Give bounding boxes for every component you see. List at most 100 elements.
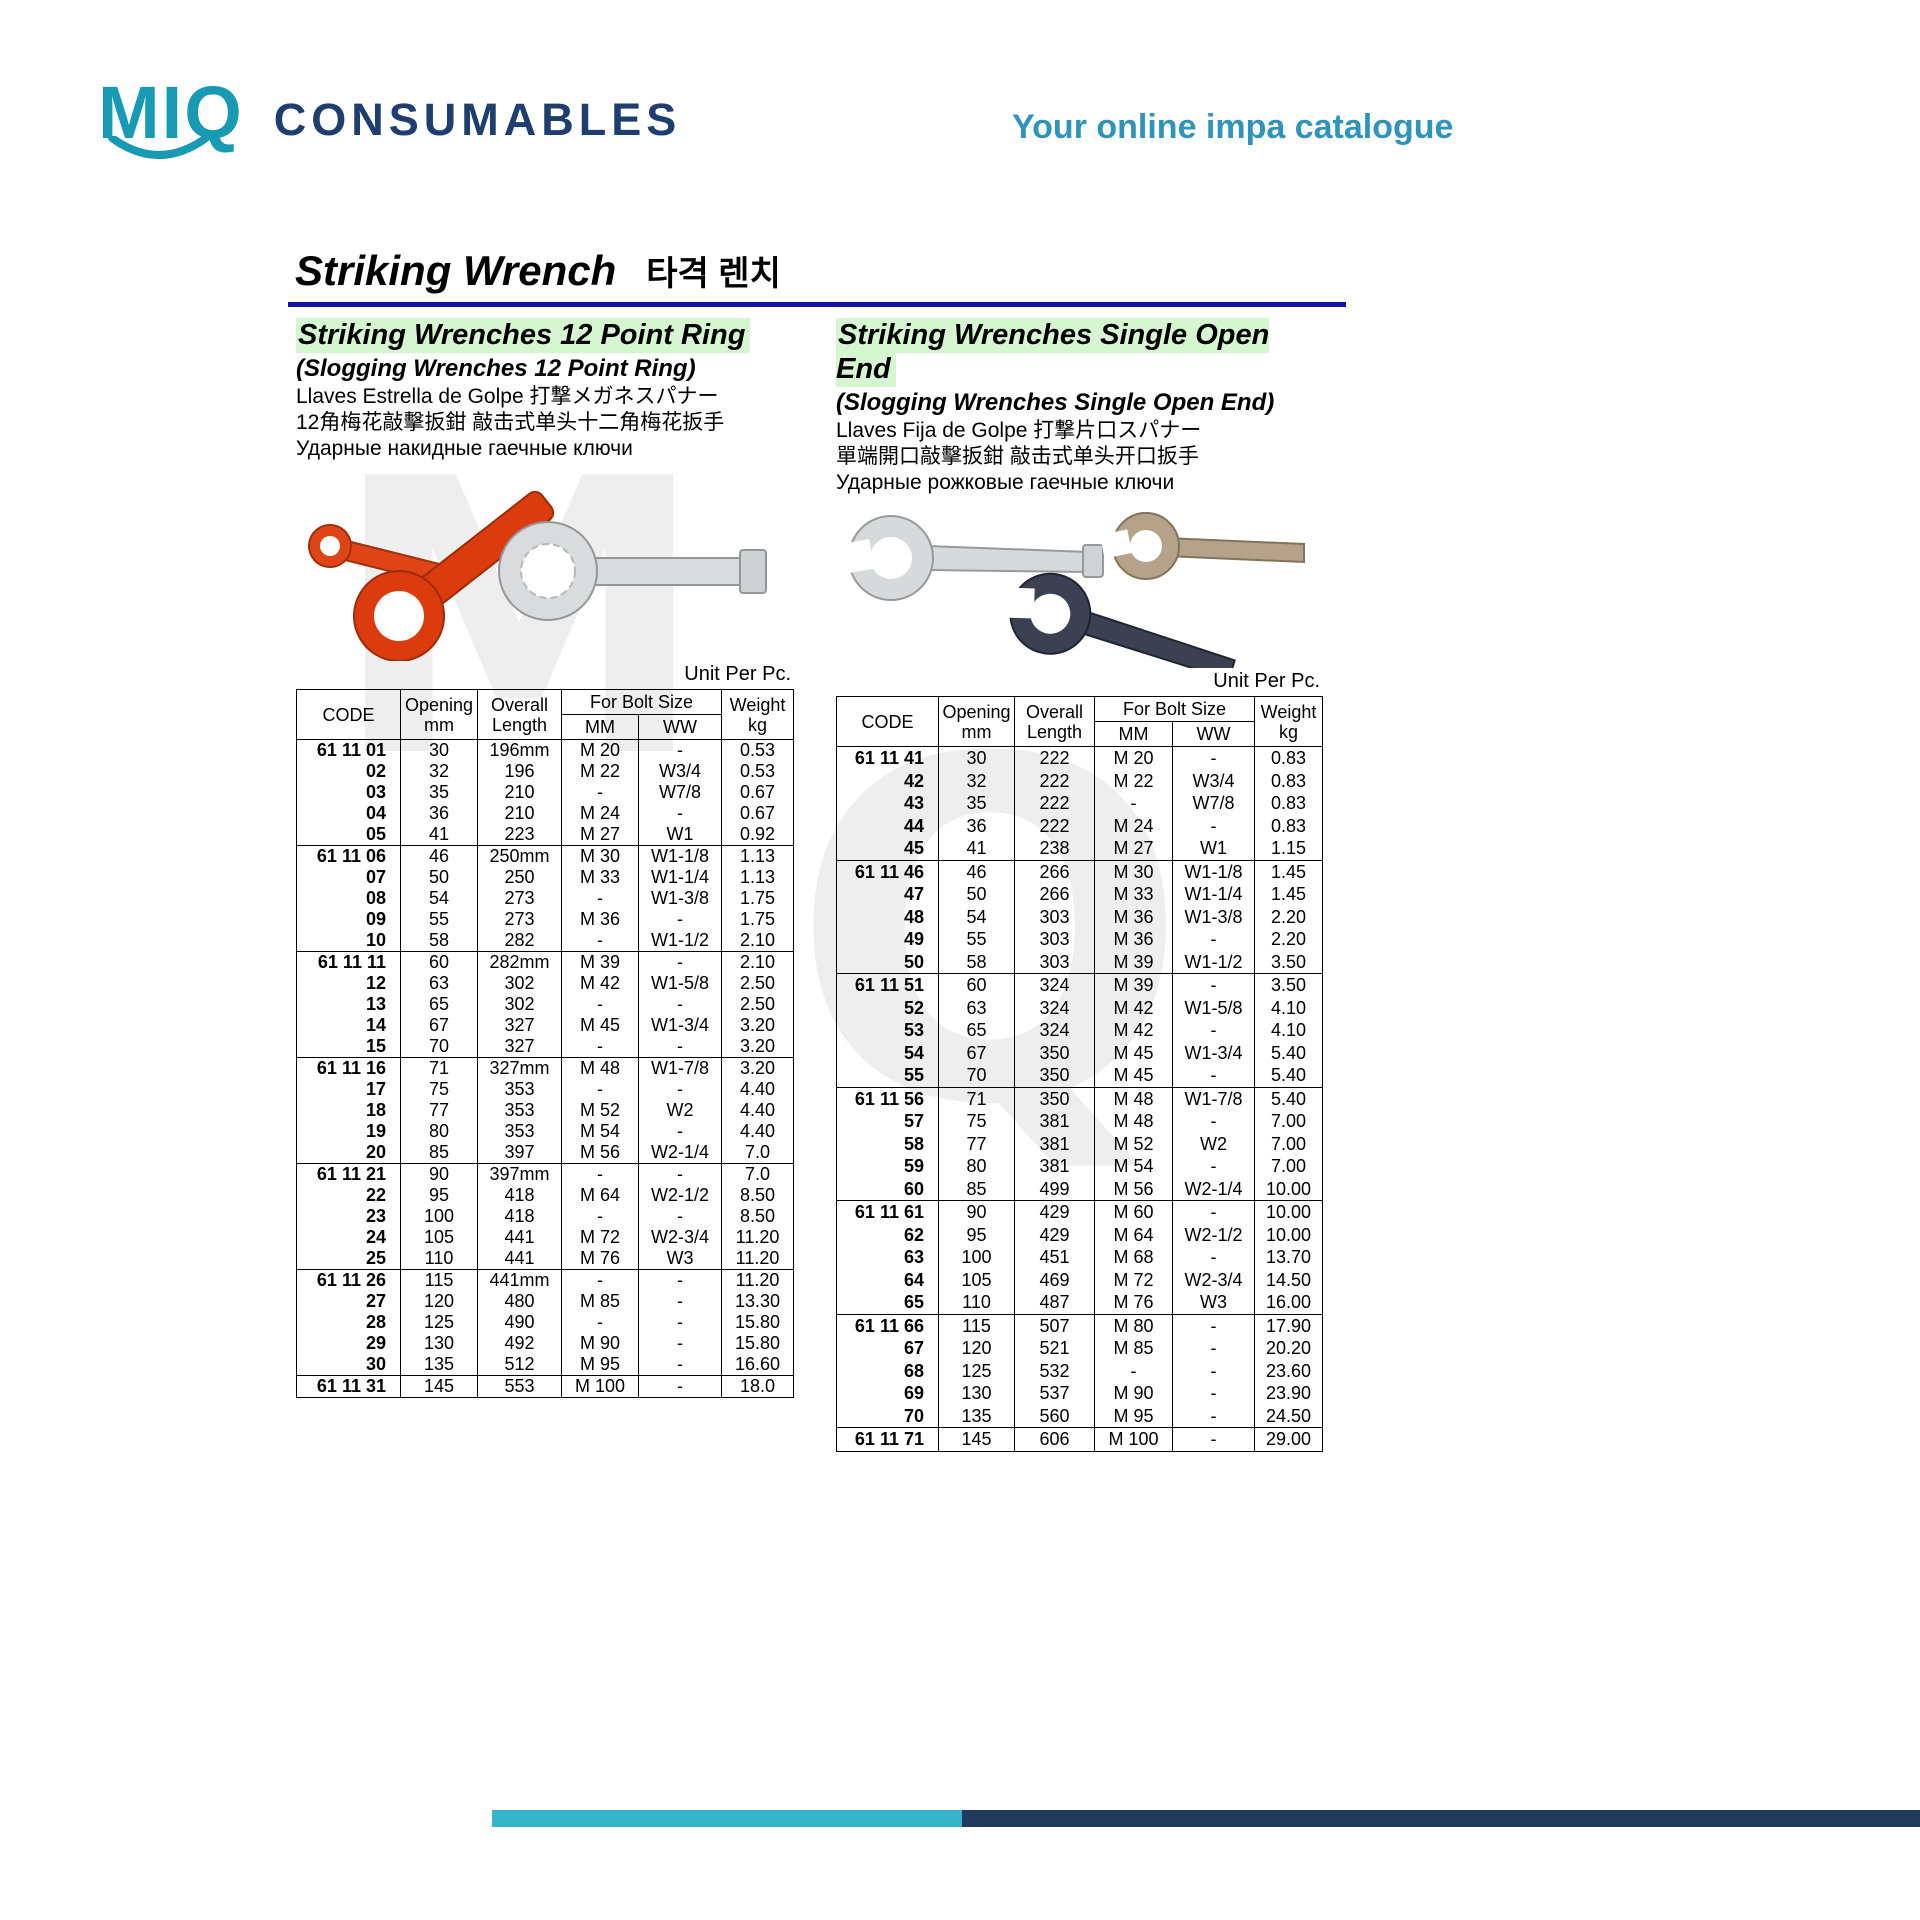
- cell-weight: 11.20: [721, 1227, 795, 1248]
- table-row: 60 85 499 M 56 W2-1/4 10.00: [836, 1177, 1324, 1201]
- cell-opening: 110: [400, 1248, 478, 1270]
- footer-bar-navy: [962, 1810, 1920, 1827]
- cell-weight: 2.50: [721, 973, 795, 994]
- cell-bolt-ww: W2-1/2: [1171, 1223, 1256, 1246]
- cell-bolt-ww: W7/8: [637, 782, 723, 803]
- cell-code: 08: [296, 888, 401, 909]
- cell-length: 492: [477, 1333, 562, 1354]
- cell-opening: 120: [400, 1291, 478, 1312]
- cell-bolt-mm: -: [561, 994, 639, 1015]
- cell-code: 04: [296, 803, 401, 824]
- cell-weight: 2.10: [721, 930, 795, 952]
- cell-bolt-mm: M 42: [1094, 1019, 1173, 1042]
- cell-bolt-ww: -: [637, 1206, 723, 1227]
- cell-opening: 70: [400, 1036, 478, 1058]
- cell-opening: 115: [400, 1269, 478, 1291]
- table-row: 61 11 41 30 222 M 20-0.83: [836, 746, 1324, 770]
- cell-length: 507: [1014, 1314, 1095, 1337]
- cell-bolt-ww: W3/4: [1171, 769, 1256, 792]
- cell-code: 23: [296, 1206, 401, 1227]
- cell-weight: 1.45: [1254, 883, 1324, 906]
- cell-bolt-ww: -: [637, 739, 723, 761]
- cell-bolt-ww: W1-1/2: [637, 930, 723, 952]
- cell-bolt-mm: -: [561, 782, 639, 803]
- cell-opening: 100: [400, 1206, 478, 1227]
- cell-length: 324: [1014, 973, 1095, 997]
- cell-opening: 130: [938, 1382, 1015, 1405]
- section-title-right: Striking Wrenches Single Open End: [836, 318, 1270, 387]
- cell-opening: 135: [938, 1404, 1015, 1428]
- cell-length: 381: [1014, 1110, 1095, 1133]
- cell-bolt-mm: M 45: [1094, 1064, 1173, 1087]
- section-subtitle-left: (Slogging Wrenches 12 Point Ring): [296, 355, 696, 382]
- cell-code: 54: [836, 1041, 939, 1064]
- cell-bolt-mm: M 56: [1094, 1177, 1173, 1201]
- cell-weight: 7.00: [1254, 1110, 1324, 1133]
- cell-weight: 0.83: [1254, 792, 1324, 815]
- cell-opening: 41: [400, 824, 478, 846]
- cell-weight: 23.90: [1254, 1382, 1324, 1405]
- table-row: 50 58 303 M 39 W1-1/2 3.50: [836, 950, 1324, 974]
- cell-bolt-mm: M 54: [561, 1121, 639, 1142]
- cell-code: 69: [836, 1382, 939, 1405]
- cell-code: 30: [296, 1354, 401, 1376]
- cell-opening: 46: [938, 860, 1015, 883]
- cell-weight: 11.20: [721, 1269, 795, 1291]
- table-row: 61 11 56 71 350 M 48 W1-7/8 5.40: [836, 1087, 1324, 1110]
- cell-bolt-mm: M 85: [1094, 1337, 1173, 1360]
- cell-code: 44: [836, 814, 939, 837]
- table-row: 61 11 16 71 327mm M 48 W1-7/8 3.20: [296, 1057, 795, 1079]
- cell-opening: 71: [938, 1087, 1015, 1110]
- cell-code: 58: [836, 1132, 939, 1155]
- cell-code: 63: [836, 1246, 939, 1269]
- cell-opening: 67: [400, 1015, 478, 1036]
- cell-length: 238: [1014, 837, 1095, 860]
- cell-bolt-ww: -: [1171, 973, 1256, 997]
- cell-code: 19: [296, 1121, 401, 1142]
- cell-weight: 1.13: [721, 845, 795, 867]
- cell-length: 451: [1014, 1246, 1095, 1269]
- desc-es-jp-left: Llaves Estrella de Golpe 打撃メガネスパナー: [296, 385, 719, 408]
- cell-opening: 105: [938, 1268, 1015, 1291]
- cell-bolt-ww: W2-1/4: [637, 1142, 723, 1164]
- cell-code: 10: [296, 930, 401, 952]
- cell-opening: 35: [938, 792, 1015, 815]
- cell-bolt-mm: -: [1094, 1359, 1173, 1382]
- cell-bolt-ww: -: [1171, 1110, 1256, 1133]
- cell-bolt-mm: M 27: [1094, 837, 1173, 860]
- cell-bolt-mm: M 64: [561, 1185, 639, 1206]
- cell-bolt-ww: W1-1/4: [637, 867, 723, 888]
- cell-code: 55: [836, 1064, 939, 1087]
- col-header-length: Overall Length: [477, 689, 562, 740]
- cell-code: 42: [836, 769, 939, 792]
- table-row: 47 50 266 M 33 W1-1/4 1.45: [836, 883, 1324, 906]
- table-row: 17 75 353- -4.40: [296, 1079, 795, 1100]
- cell-bolt-mm: -: [561, 1269, 639, 1291]
- table-row: 03 35 210- W7/8 0.67: [296, 782, 795, 803]
- table-row: 09 55 273 M 36-1.75: [296, 909, 795, 930]
- cell-weight: 1.75: [721, 909, 795, 930]
- cell-length: 418: [477, 1206, 562, 1227]
- table-row: 45 41 238 M 27 W1 1.15: [836, 837, 1324, 860]
- cell-bolt-mm: M 60: [1094, 1200, 1173, 1224]
- cell-weight: 3.20: [721, 1015, 795, 1036]
- table-row: 53 65 324 M 42-4.10: [836, 1019, 1324, 1042]
- cell-length: 273: [477, 888, 562, 909]
- table-row: 59 80 381 M 54-7.00: [836, 1155, 1324, 1178]
- cell-code: 52: [836, 996, 939, 1019]
- cell-opening: 90: [938, 1200, 1015, 1224]
- cell-weight: 14.50: [1254, 1268, 1324, 1291]
- cell-length: 353: [477, 1100, 562, 1121]
- table-row: 22 95 418 M 64 W2-1/2 8.50: [296, 1185, 795, 1206]
- cell-length: 273: [477, 909, 562, 930]
- cell-bolt-mm: M 22: [561, 761, 639, 782]
- cell-bolt-mm: M 54: [1094, 1155, 1173, 1178]
- desc-es-jp-right: Llaves Fija de Golpe 打撃片口スパナー: [836, 419, 1202, 442]
- cell-length: 480: [477, 1291, 562, 1312]
- cell-bolt-ww: W3: [1171, 1291, 1256, 1314]
- cell-weight: 20.20: [1254, 1337, 1324, 1360]
- cell-code: 61 11 26: [296, 1269, 401, 1291]
- cell-weight: 10.00: [1254, 1200, 1324, 1224]
- cell-code: 02: [296, 761, 401, 782]
- cell-bolt-mm: M 72: [561, 1227, 639, 1248]
